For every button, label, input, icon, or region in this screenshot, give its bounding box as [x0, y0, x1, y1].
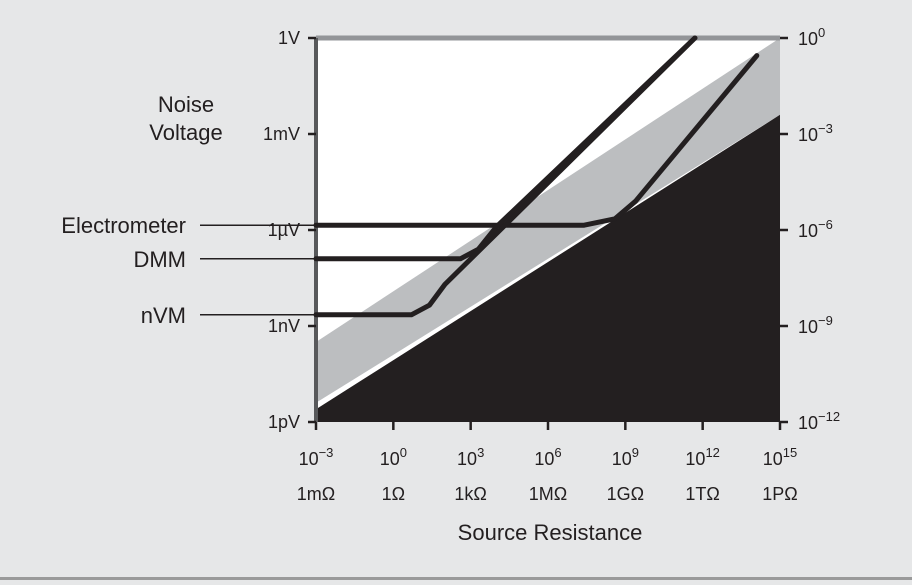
- x-tick-label-sci: 106: [534, 445, 561, 469]
- y-tick-label-left: 1nV: [268, 316, 300, 336]
- series-label: Electrometer: [61, 213, 186, 238]
- x-tick-label-sci: 10−3: [299, 445, 334, 469]
- x-tick-label-unit: 1TΩ: [685, 484, 719, 504]
- x-tick-label-unit: 1PΩ: [762, 484, 797, 504]
- y-axis-title-line1: Noise: [158, 92, 214, 117]
- labels-layer: 10−3 1mΩ 100 1Ω 103 1kΩ 106 1MΩ 109 1GΩ 1012 1TΩ 101…: [61, 25, 840, 545]
- x-tick-label-sci: 1012: [685, 445, 720, 469]
- y-tick-label-left: 1µV: [268, 220, 300, 240]
- bottom-rule: [0, 577, 912, 580]
- y-tick-label-right: 10−3: [798, 121, 833, 145]
- x-tick-label-unit: 1Ω: [382, 484, 405, 504]
- y-tick-label-left: 1V: [278, 28, 300, 48]
- x-tick-label-unit: 1mΩ: [297, 484, 335, 504]
- callouts-layer: [200, 224, 316, 316]
- x-tick-label-sci: 103: [457, 445, 484, 469]
- practical-limit-band: [316, 38, 780, 403]
- series-line-nvm: [313, 35, 698, 318]
- series-label: DMM: [133, 247, 186, 272]
- theoretical-limit-region: [316, 114, 780, 423]
- x-tick-label-sci: 109: [612, 445, 639, 469]
- ticks-layer: [308, 36, 788, 430]
- x-tick-label-sci: 100: [380, 445, 407, 469]
- x-axis-title: Source Resistance: [458, 520, 643, 545]
- series-layer: [313, 35, 760, 318]
- x-tick-label-sci: 1015: [763, 445, 798, 469]
- y-tick-label-right: 10−12: [798, 409, 840, 433]
- y-axis-title-line2: Voltage: [149, 120, 222, 145]
- x-tick-label-unit: 1MΩ: [529, 484, 567, 504]
- y-tick-label-right: 10−6: [798, 217, 833, 241]
- regions-layer: [316, 38, 780, 423]
- y-tick-label-right: 10−9: [798, 313, 833, 337]
- y-tick-label-right: 100: [798, 25, 825, 49]
- x-tick-label-unit: 1GΩ: [607, 484, 644, 504]
- series-label: nVM: [141, 303, 186, 328]
- y-tick-label-left: 1mV: [263, 124, 300, 144]
- y-tick-label-left: 1pV: [268, 412, 300, 432]
- x-tick-label-unit: 1kΩ: [454, 484, 486, 504]
